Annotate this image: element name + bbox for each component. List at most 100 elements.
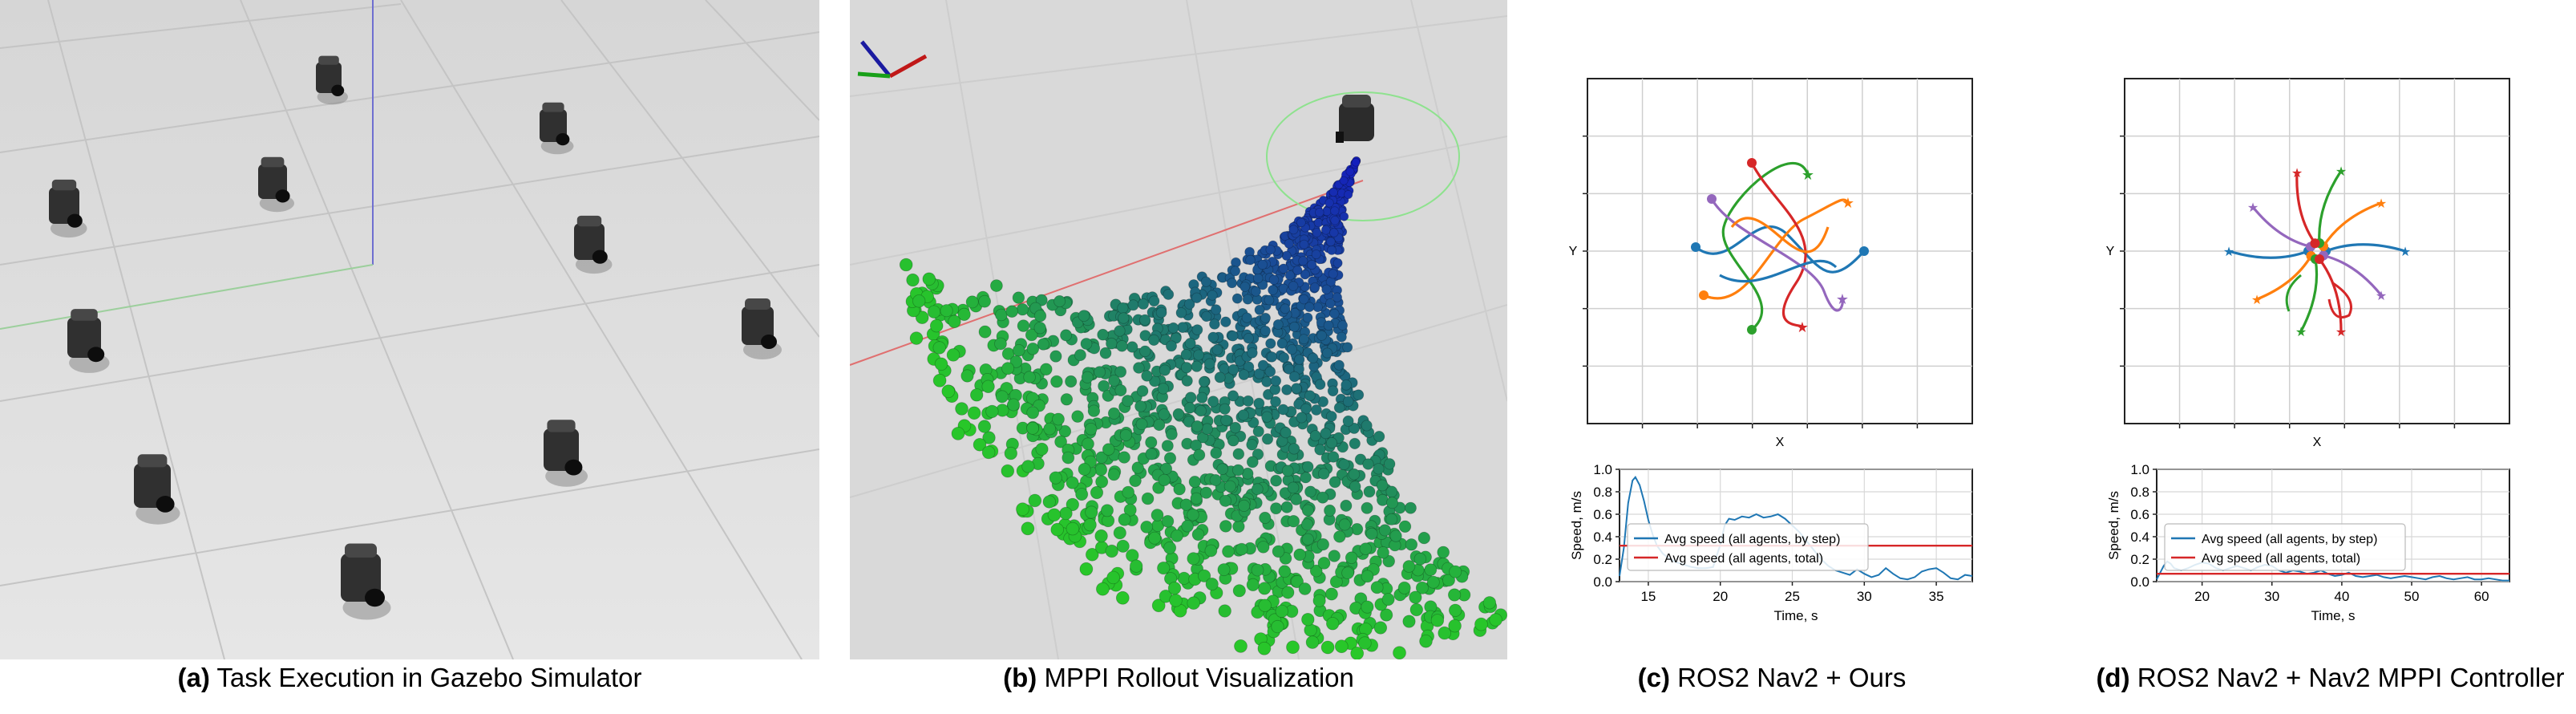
rollout-point	[1155, 306, 1167, 318]
rollout-point	[1239, 282, 1251, 292]
rollout-point	[1181, 519, 1194, 533]
speed-ylabel: Speed, m/s	[2106, 491, 2121, 560]
rollout-point	[1345, 167, 1355, 176]
speed-xtick-label: 15	[1640, 589, 1656, 604]
rollout-point	[1317, 468, 1330, 480]
rollout-point	[951, 427, 965, 440]
rollout-point	[1288, 371, 1300, 383]
rollout-point	[1121, 395, 1134, 408]
rollout-point	[1373, 430, 1385, 443]
speed-ytick-label: 0.0	[1593, 574, 1612, 590]
rollout-point	[1342, 342, 1353, 353]
rollout-point	[1325, 411, 1337, 422]
rollout-point	[960, 369, 974, 383]
speed-ytick-label: 1.0	[1593, 462, 1612, 477]
rollout-point	[1280, 427, 1292, 439]
rollout-point	[1106, 570, 1120, 585]
trajectory-start-marker	[1699, 290, 1709, 300]
rollout-point	[1288, 225, 1299, 235]
rollout-point	[1180, 362, 1193, 374]
rollout-point	[1324, 587, 1338, 601]
speed-legend	[2164, 523, 2406, 571]
rollout-point	[1275, 604, 1289, 619]
rollout-point	[1187, 596, 1201, 610]
trajectory-start-marker	[2315, 254, 2324, 264]
trajectory-loop	[2327, 282, 2352, 318]
rollout-point	[1191, 528, 1205, 542]
rollout-point	[1201, 423, 1214, 435]
rollout-point	[1167, 582, 1182, 595]
rollout-point	[1082, 437, 1094, 451]
rollout-point	[1257, 359, 1269, 371]
rollout-point	[1291, 575, 1304, 589]
trajectory-goal-marker: ★	[2251, 294, 2263, 307]
rollout-point	[1359, 542, 1373, 555]
rollout-point	[1227, 331, 1239, 342]
rollout-point	[1340, 499, 1353, 512]
y-axis-line	[0, 264, 374, 330]
rollout-point	[1129, 474, 1142, 488]
rollout-point	[1339, 212, 1349, 221]
legend-label: Avg speed (all agents, total)	[1664, 552, 1823, 566]
caption-a-tag: (a)	[177, 663, 210, 692]
rollout-point	[1259, 511, 1272, 525]
rollout-point	[1447, 588, 1462, 602]
rollout-point	[1397, 581, 1411, 594]
rollout-point	[1438, 626, 1451, 640]
rollout-point	[1330, 206, 1340, 216]
speed-ytick-label: 0.8	[1593, 485, 1612, 500]
rollout-point	[1328, 269, 1338, 279]
rollout-point	[1338, 458, 1350, 471]
trajectory-line	[2318, 258, 2343, 332]
rollout-point	[1482, 596, 1497, 610]
rollout-point	[1139, 345, 1151, 358]
rollout-point	[909, 331, 924, 345]
rollout-point	[1012, 291, 1025, 304]
trajectory-line	[2325, 243, 2406, 253]
rollout-point	[1016, 502, 1029, 517]
rollout-point	[1033, 322, 1046, 335]
rollout-point	[1353, 389, 1365, 401]
rollout-point	[1298, 334, 1309, 345]
caption-a: (a) Task Execution in Gazebo Simulator	[0, 663, 819, 701]
rollout-point	[955, 402, 969, 416]
rollout-point	[1373, 463, 1385, 475]
rollout-point	[1214, 371, 1226, 383]
rollout-point	[1247, 347, 1258, 359]
rollout-point	[1312, 594, 1326, 607]
rollout-point	[1157, 383, 1170, 395]
rollout-point	[932, 341, 946, 355]
rollout-point	[1361, 501, 1373, 514]
rollout-point	[1222, 545, 1235, 558]
rollout-point	[1321, 347, 1333, 359]
rollout-point	[1052, 412, 1065, 426]
rollout-point	[940, 304, 953, 318]
rollout-point	[1393, 646, 1406, 659]
rollout-point	[1301, 613, 1315, 627]
caption-d: (d) ROS2 Nav2 + Nav2 MPPI Controller	[2085, 663, 2576, 701]
rollout-point	[1163, 541, 1177, 554]
rollout-point	[1165, 340, 1177, 352]
rollout-point	[1080, 338, 1093, 350]
rollout-point	[1114, 384, 1127, 397]
rollout-point	[1026, 342, 1040, 355]
rollout-point	[1323, 320, 1334, 331]
rollout-point	[1026, 421, 1040, 435]
rollout-point	[1159, 364, 1171, 376]
rollout-point	[1207, 396, 1219, 408]
rollout-point	[1384, 458, 1396, 470]
rollout-point	[1321, 284, 1332, 295]
rollout-point	[1304, 485, 1316, 498]
rollout-point	[1107, 468, 1121, 481]
rollout-point	[1337, 320, 1348, 331]
rollout-point	[981, 379, 995, 394]
rollout-point	[1402, 615, 1416, 628]
rollout-point	[1047, 508, 1062, 522]
rollout-point	[1258, 598, 1272, 612]
rollout-point	[1148, 295, 1160, 307]
rollout-point	[1271, 619, 1284, 634]
rollout-point	[1023, 371, 1036, 383]
rollout-point	[1300, 403, 1312, 415]
rollout-point	[1116, 539, 1130, 553]
rollout-point	[1139, 330, 1151, 342]
